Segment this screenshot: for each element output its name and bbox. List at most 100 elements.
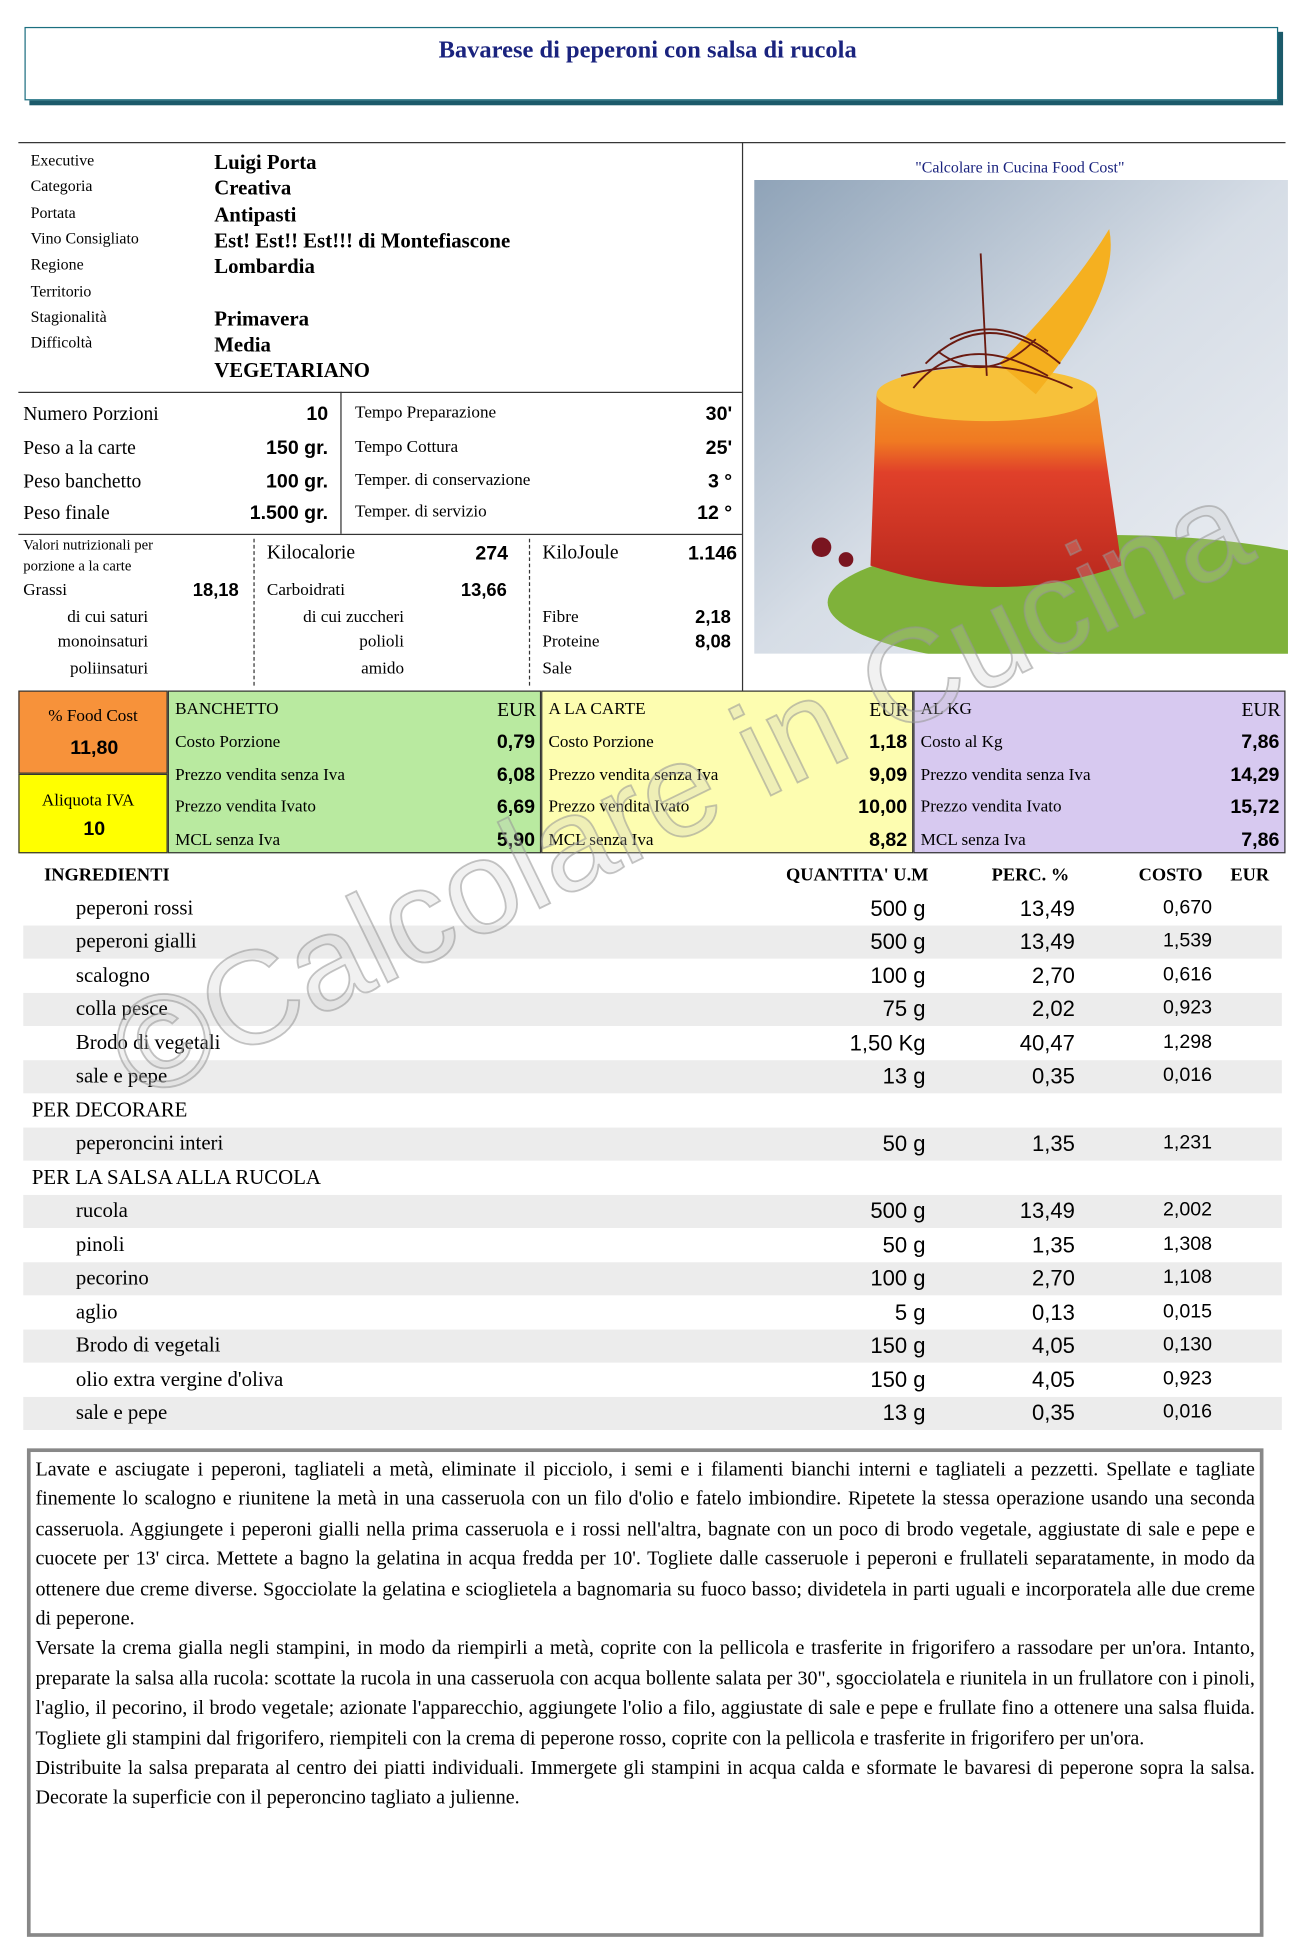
cost-value: 0,79 bbox=[496, 732, 536, 753]
ingredient-name: pecorino bbox=[75, 1266, 149, 1290]
weight-label: Peso finale bbox=[23, 503, 110, 525]
rule bbox=[18, 533, 742, 536]
ingredient-quantity: 500 g bbox=[870, 1198, 926, 1224]
ingredient-name: olio extra vergine d'oliva bbox=[75, 1367, 284, 1391]
instructions: Lavate e asciugate i peperoni, tagliatel… bbox=[26, 1448, 1264, 1937]
info-label: Executive bbox=[30, 150, 95, 169]
cost-value: 6,69 bbox=[496, 797, 536, 818]
row-stripe bbox=[23, 926, 1282, 960]
rule bbox=[18, 391, 742, 394]
ingredient-quantity: 5 g bbox=[894, 1299, 926, 1325]
info-label: Categoria bbox=[30, 176, 93, 196]
cost-label: MCL senza Iva bbox=[548, 831, 654, 850]
row-stripe bbox=[23, 1329, 1282, 1363]
cost-label: Prezzo vendita senza Iva bbox=[175, 766, 345, 785]
section-heading: PER DECORARE bbox=[31, 1097, 188, 1122]
weight-label: Peso a la carte bbox=[23, 438, 136, 460]
ingredient-quantity: 75 g bbox=[882, 997, 926, 1022]
ingredient-percent: 2,70 bbox=[1032, 1266, 1075, 1291]
ingredient-name: peperoni gialli bbox=[75, 929, 197, 954]
ingredient-name: peperoni rossi bbox=[75, 896, 194, 920]
cost-label: Prezzo vendita Ivato bbox=[548, 798, 690, 817]
nutrient-label: Fibre bbox=[542, 608, 579, 627]
cost-label: Prezzo vendita senza Iva bbox=[920, 766, 1091, 785]
info-value: Lombardia bbox=[214, 254, 315, 279]
ingredient-name: scalogno bbox=[75, 963, 150, 987]
photo-caption: "Calcolare in Cucina Food Cost" bbox=[915, 157, 1125, 177]
instruction-paragraph: Lavate e asciugate i peperoni, tagliatel… bbox=[35, 1456, 1255, 1630]
info-value: Primavera bbox=[214, 307, 310, 331]
cost-label: Prezzo vendita senza Iva bbox=[548, 766, 719, 785]
food-cost-label: % Food Cost bbox=[48, 707, 138, 727]
rule bbox=[741, 142, 744, 691]
time-value: 25' bbox=[705, 438, 733, 460]
ingredient-cost: 0,923 bbox=[1163, 998, 1213, 1020]
kcal-label: Kilocalorie bbox=[266, 542, 356, 564]
ingredient-name: sale e pepe bbox=[75, 1064, 168, 1088]
time-label: Temper. di servizio bbox=[355, 503, 487, 522]
ingredient-cost: 2,002 bbox=[1163, 1200, 1213, 1221]
carte-box bbox=[541, 690, 914, 854]
ingredient-percent: 13,49 bbox=[1019, 1198, 1075, 1224]
row-stripe bbox=[23, 1060, 1282, 1094]
ingredient-name: pinoli bbox=[75, 1232, 125, 1256]
ingredient-percent: 13,49 bbox=[1019, 896, 1075, 921]
weight-value: 10 bbox=[306, 404, 329, 425]
ingredient-percent: 4,05 bbox=[1032, 1333, 1075, 1358]
info-value: VEGETARIANO bbox=[214, 358, 370, 382]
info-value: Creativa bbox=[214, 176, 292, 200]
row-stripe bbox=[23, 1127, 1282, 1161]
banchetto-box bbox=[167, 690, 542, 854]
ingredients-header: QUANTITA' U.M bbox=[786, 865, 929, 886]
rule bbox=[253, 538, 255, 686]
section-heading: PER LA SALSA ALLA RUCOLA bbox=[31, 1165, 321, 1189]
ingredient-name: peperoncini interi bbox=[75, 1131, 224, 1155]
instruction-paragraph: Distribuite la salsa preparata al centro… bbox=[35, 1755, 1255, 1809]
iva-value: 10 bbox=[83, 819, 106, 840]
ingredient-cost: 0,016 bbox=[1163, 1401, 1213, 1423]
nutrient-label: Sale bbox=[542, 659, 572, 679]
nutrient-value: 2,18 bbox=[695, 607, 731, 629]
row-stripe bbox=[23, 1195, 1282, 1229]
ingredient-percent: 4,05 bbox=[1032, 1367, 1075, 1392]
ingredient-quantity: 13 g bbox=[882, 1064, 926, 1089]
ingredient-percent: 2,70 bbox=[1032, 963, 1075, 988]
ingredients-header: EUR bbox=[1230, 865, 1270, 886]
nutrient-label: poliinsaturi bbox=[70, 659, 149, 679]
time-value: 30' bbox=[705, 404, 733, 425]
ingredient-name: colla pesce bbox=[75, 997, 168, 1021]
ingredients-header: COSTO bbox=[1138, 865, 1203, 886]
ingredient-quantity: 50 g bbox=[882, 1232, 926, 1257]
info-label: Portata bbox=[30, 202, 76, 222]
ingredient-cost: 0,923 bbox=[1163, 1368, 1213, 1390]
info-label: Territorio bbox=[30, 280, 92, 300]
ingredient-cost: 0,015 bbox=[1163, 1300, 1213, 1322]
ingredient-quantity: 150 g bbox=[870, 1333, 926, 1358]
ingredient-name: Brodo di vegetali bbox=[75, 1030, 221, 1054]
panel-currency: EUR bbox=[1241, 700, 1281, 722]
row-stripe bbox=[23, 1396, 1282, 1431]
food-cost-box bbox=[18, 690, 168, 774]
ingredient-cost: 0,616 bbox=[1163, 964, 1213, 986]
nutrient-value: 13,66 bbox=[460, 580, 507, 602]
instruction-paragraph: Versate la crema gialla negli stampini, … bbox=[35, 1636, 1255, 1750]
ingredient-quantity: 500 g bbox=[870, 929, 926, 955]
panel-currency: EUR bbox=[497, 700, 537, 722]
title: Bavarese di peperoni con salsa di rucola bbox=[438, 36, 857, 64]
cost-label: Costo al Kg bbox=[920, 733, 1003, 752]
ingredient-percent: 40,47 bbox=[1019, 1030, 1075, 1056]
cost-value: 5,90 bbox=[496, 830, 536, 851]
ingredient-percent: 1,35 bbox=[1032, 1131, 1075, 1157]
ingredient-percent: 0,13 bbox=[1032, 1299, 1075, 1325]
info-value: Luigi Porta bbox=[214, 150, 317, 174]
ingredient-name: rucola bbox=[75, 1198, 128, 1223]
time-value: 3 ° bbox=[707, 471, 733, 493]
nutrition-header: Valori nutrizionali per porzione a la ca… bbox=[23, 536, 153, 575]
weight-label: Peso banchetto bbox=[23, 471, 142, 493]
time-label: Tempo Cottura bbox=[355, 438, 459, 457]
row-stripe bbox=[23, 993, 1282, 1027]
ingredient-quantity: 150 g bbox=[870, 1367, 926, 1392]
panel-title: A LA CARTE bbox=[548, 700, 646, 719]
ingredient-quantity: 13 g bbox=[882, 1400, 926, 1426]
cost-value: 9,09 bbox=[869, 765, 908, 787]
